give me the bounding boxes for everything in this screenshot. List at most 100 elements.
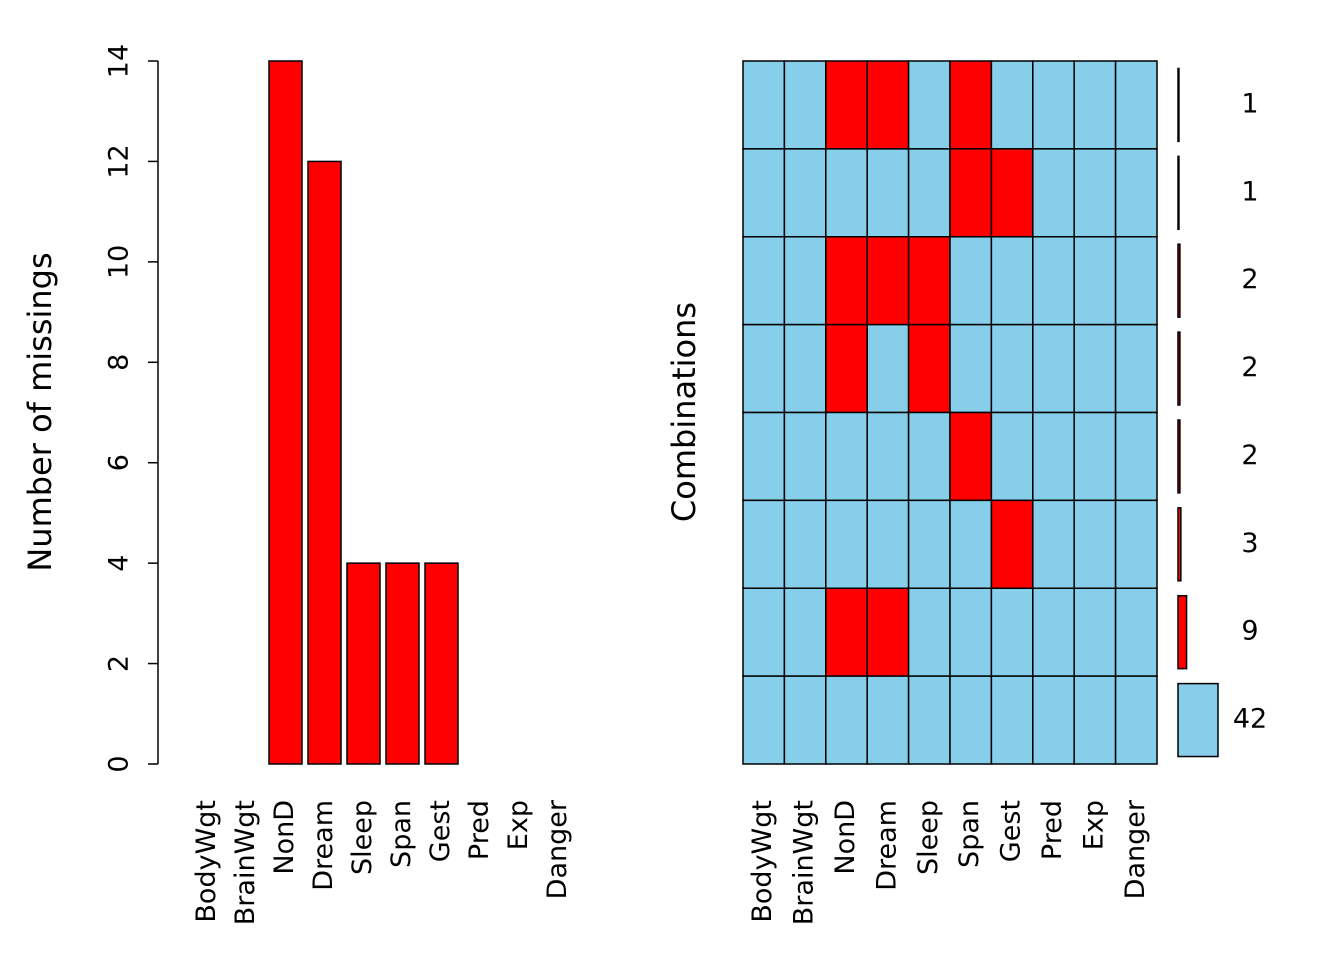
- y-tick-label: 0: [104, 755, 135, 772]
- cell: [1073, 675, 1117, 765]
- cell: [866, 148, 910, 238]
- cell: [907, 236, 951, 326]
- cell: [1032, 675, 1075, 765]
- y-tick-label: 10: [104, 245, 135, 279]
- cell: [1032, 411, 1075, 502]
- cell: [742, 587, 786, 677]
- x-tick-label: BrainWgt: [789, 800, 820, 925]
- cell: [1032, 60, 1075, 150]
- x-tick-label: Danger: [542, 799, 573, 899]
- cell: [742, 411, 786, 502]
- x-tick-label: Sleep: [913, 800, 944, 875]
- frequency-bar: [1177, 507, 1182, 582]
- bar: [268, 60, 303, 765]
- cell: [825, 499, 868, 589]
- y-tick-label: 14: [104, 44, 135, 78]
- cell: [742, 323, 786, 414]
- cell: [866, 675, 910, 765]
- frequency-bar: [1177, 682, 1219, 758]
- cell: [907, 323, 951, 414]
- cell: [990, 411, 1034, 502]
- x-tick-label: Exp: [503, 800, 534, 850]
- cell: [1114, 236, 1158, 326]
- y-axis-label: Combinations: [665, 302, 703, 522]
- cell: [825, 148, 868, 238]
- y-tick-label: 12: [104, 144, 135, 178]
- cell: [949, 236, 993, 326]
- cell: [825, 675, 868, 765]
- cell: [1114, 499, 1158, 589]
- x-tick-label: Exp: [1078, 800, 1109, 850]
- y-tick-label: 2: [104, 655, 135, 672]
- cell: [949, 675, 993, 765]
- cell: [866, 323, 910, 414]
- cell: [949, 148, 993, 238]
- frequency-bar: [1177, 243, 1181, 318]
- cell: [783, 60, 827, 150]
- cell: [990, 148, 1034, 238]
- cell: [783, 236, 827, 326]
- cell: [1073, 236, 1117, 326]
- y-tick-label: 8: [104, 354, 135, 371]
- cell: [866, 60, 910, 150]
- x-tick-label: Pred: [464, 800, 495, 860]
- cell: [866, 236, 910, 326]
- cell: [1073, 587, 1117, 677]
- cell: [990, 499, 1034, 589]
- x-tick-label: NonD: [269, 800, 300, 875]
- count-label: 2: [1241, 440, 1258, 471]
- cell: [1073, 323, 1117, 414]
- cell: [907, 148, 951, 238]
- cell: [949, 60, 993, 150]
- cell: [825, 411, 868, 502]
- frequency-bar: [1177, 155, 1180, 231]
- cell: [990, 60, 1034, 150]
- x-tick-label: BodyWgt: [191, 800, 222, 923]
- cell: [783, 411, 827, 502]
- cell: [949, 499, 993, 589]
- y-tick-label: 4: [104, 555, 135, 572]
- cell: [907, 675, 951, 765]
- frequency-bar: [1177, 419, 1181, 494]
- cell: [1073, 148, 1117, 238]
- cell: [1114, 411, 1158, 502]
- count-label: 9: [1241, 616, 1258, 647]
- count-label: 2: [1241, 264, 1258, 295]
- cell: [949, 587, 993, 677]
- x-tick-label: BrainWgt: [230, 800, 261, 925]
- cell: [866, 499, 910, 589]
- x-tick-label: BodyWgt: [747, 800, 778, 923]
- cell: [1032, 499, 1075, 589]
- cell: [825, 587, 868, 677]
- cell: [990, 675, 1034, 765]
- x-tick-label: Dream: [308, 800, 339, 891]
- cell: [1114, 323, 1158, 414]
- count-label: 1: [1241, 176, 1258, 207]
- frequency-bar: [1177, 67, 1180, 143]
- cell: [866, 587, 910, 677]
- bar: [424, 562, 459, 765]
- cell: [866, 411, 910, 502]
- cell: [1114, 60, 1158, 150]
- x-tick-label: Sleep: [347, 800, 378, 875]
- cell: [1073, 60, 1117, 150]
- cell: [907, 587, 951, 677]
- x-tick-label: Dream: [871, 800, 902, 891]
- frequency-bar: [1177, 594, 1188, 670]
- cell: [1114, 587, 1158, 677]
- bar: [346, 562, 381, 765]
- cell: [1032, 323, 1075, 414]
- cell: [783, 323, 827, 414]
- x-tick-label: Span: [386, 800, 417, 868]
- cell: [1114, 148, 1158, 238]
- cell: [825, 236, 868, 326]
- cell: [1032, 236, 1075, 326]
- cell: [1073, 499, 1117, 589]
- cell: [783, 587, 827, 677]
- count-label: 3: [1241, 528, 1258, 559]
- y-tick-label: 6: [104, 454, 135, 471]
- cell: [1073, 411, 1117, 502]
- cell: [742, 60, 786, 150]
- cell: [783, 499, 827, 589]
- y-axis-label: Number of missings: [21, 252, 59, 571]
